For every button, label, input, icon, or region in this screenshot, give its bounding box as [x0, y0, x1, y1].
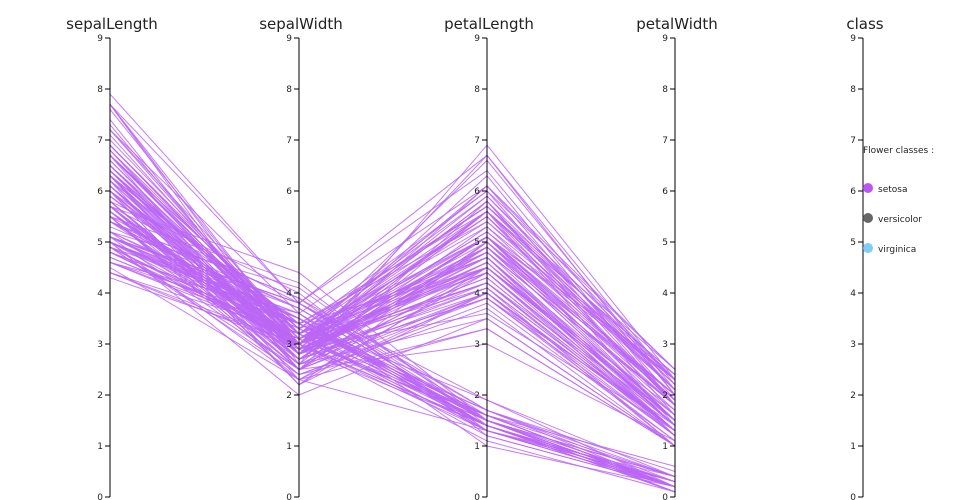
- tick-label: 7: [850, 136, 856, 146]
- tick-label: 9: [97, 34, 103, 44]
- tick-label: 4: [97, 289, 103, 299]
- record-line-107: [109, 246, 676, 411]
- tick-label: 2: [97, 391, 103, 401]
- axis-petalWidth[interactable]: petalWidth 0 1 2 3 4 5 6 7 8 9: [636, 15, 718, 500]
- tick-label: 1: [474, 442, 480, 452]
- tick-label: 7: [662, 136, 668, 146]
- tick-label: 2: [286, 391, 292, 401]
- tick-label: 7: [286, 136, 292, 146]
- legend-item-setosa[interactable]: setosa: [863, 183, 907, 195]
- record-line-120: [109, 190, 676, 421]
- record-line-145: [109, 154, 676, 370]
- record-line-150: [109, 195, 676, 406]
- tick-label: 3: [286, 340, 292, 350]
- record-line-143: [109, 200, 676, 401]
- legend-label-setosa: setosa: [878, 185, 907, 195]
- legend-item-virginica[interactable]: virginica: [863, 243, 916, 255]
- axis-class[interactable]: class 0 1 2 3 4 5 6 7 8 9: [846, 15, 883, 500]
- tick-label: 8: [97, 85, 103, 95]
- axis-petalLength[interactable]: petalLength 0 1 2 3 4 5 6 7 8 9: [444, 15, 534, 500]
- tick-label: 4: [286, 289, 292, 299]
- tick-label: 1: [97, 442, 103, 452]
- legend-marker-virginica: [863, 243, 873, 253]
- legend-label-virginica: virginica: [878, 245, 916, 255]
- axes-layer: sepalLength0123456789sepalWidth012345678…: [66, 15, 884, 500]
- tick-label: 2: [474, 391, 480, 401]
- axis-title-petalWidth: petalWidth: [636, 15, 718, 33]
- tick-label: 2: [662, 391, 668, 401]
- tick-label: 8: [286, 85, 292, 95]
- tick-label: 5: [474, 238, 480, 248]
- tick-label: 0: [97, 493, 103, 500]
- tick-label: 6: [286, 187, 292, 197]
- legend: Flower classes : setosa versicolor virgi…: [863, 146, 934, 255]
- tick-label: 9: [474, 34, 480, 44]
- tick-label: 8: [474, 85, 480, 95]
- record-line-94: [109, 241, 676, 447]
- legend-marker-versicolor: [863, 213, 873, 223]
- axis-title-class: class: [846, 15, 883, 33]
- record-line-99: [109, 236, 676, 442]
- tick-label: 5: [286, 238, 292, 248]
- record-line-133: [109, 170, 676, 386]
- tick-label: 1: [286, 442, 292, 452]
- legend-item-versicolor[interactable]: versicolor: [863, 213, 922, 225]
- tick-label: 9: [662, 34, 668, 44]
- tick-label: 1: [850, 442, 856, 452]
- axis-sepalWidth[interactable]: sepalWidth 0 1 2 3 4 5 6 7 8 9: [259, 15, 343, 500]
- axis-sepalLength[interactable]: sepalLength 0 1 2 3 4 5 6 7 8 9: [66, 15, 158, 500]
- tick-label: 5: [850, 238, 856, 248]
- legend-label-versicolor: versicolor: [878, 215, 922, 225]
- record-line-90: [109, 216, 676, 432]
- tick-label: 2: [850, 391, 856, 401]
- tick-label: 3: [662, 340, 668, 350]
- axis-title-sepalWidth: sepalWidth: [259, 15, 343, 33]
- tick-label: 0: [286, 493, 292, 500]
- tick-label: 4: [850, 289, 856, 299]
- tick-label: 8: [662, 85, 668, 95]
- record-line-123: [109, 103, 676, 396]
- tick-label: 8: [850, 85, 856, 95]
- record-line-118: [109, 103, 676, 386]
- tick-label: 4: [662, 289, 668, 299]
- tick-label: 0: [662, 493, 668, 500]
- tick-label: 9: [850, 34, 856, 44]
- record-line-149: [109, 180, 676, 381]
- tick-label: 0: [850, 493, 856, 500]
- tick-label: 7: [474, 136, 480, 146]
- tick-label: 6: [97, 187, 103, 197]
- legend-marker-setosa: [863, 183, 873, 193]
- tick-label: 5: [97, 238, 103, 248]
- tick-label: 6: [850, 187, 856, 197]
- tick-label: 5: [662, 238, 668, 248]
- record-line-144: [109, 149, 676, 381]
- axis-title-petalLength: petalLength: [444, 15, 534, 33]
- legend-title: Flower classes :: [863, 146, 934, 156]
- tick-label: 3: [850, 340, 856, 350]
- tick-label: 9: [286, 34, 292, 44]
- tick-label: 3: [474, 340, 480, 350]
- record-line-148: [109, 165, 676, 396]
- record-line-110: [109, 129, 676, 370]
- tick-label: 0: [474, 493, 480, 500]
- record-line-82: [109, 216, 676, 447]
- tick-label: 4: [474, 289, 480, 299]
- tick-label: 6: [474, 187, 480, 197]
- record-line-141: [109, 154, 676, 375]
- tick-label: 1: [662, 442, 668, 452]
- axis-title-sepalLength: sepalLength: [66, 15, 158, 33]
- tick-label: 6: [662, 187, 668, 197]
- tick-label: 7: [97, 136, 103, 146]
- polyline-layer: [109, 93, 676, 493]
- tick-label: 3: [97, 340, 103, 350]
